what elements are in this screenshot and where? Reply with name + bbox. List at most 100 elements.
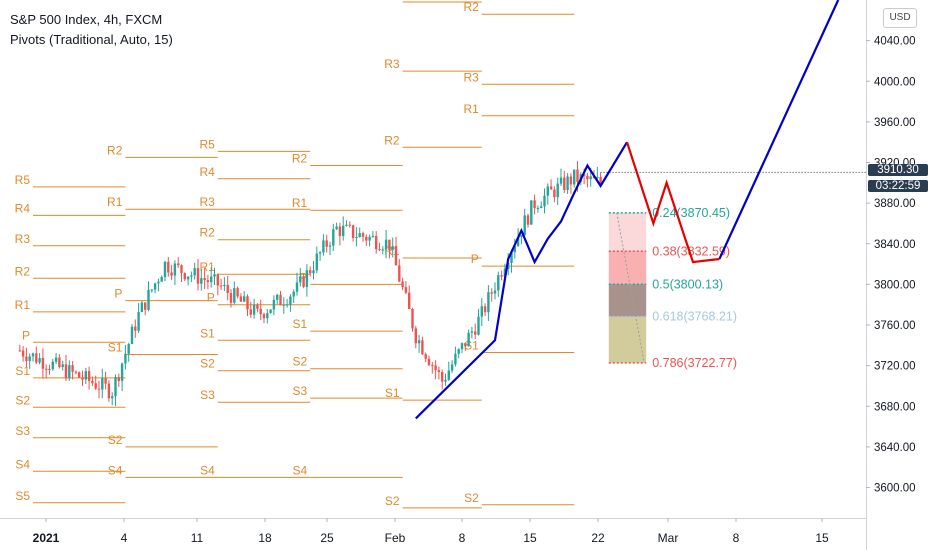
candle-body [210, 276, 213, 283]
candle-body [599, 176, 602, 184]
pivot-label: S2 [464, 491, 479, 505]
candle-body [233, 288, 236, 303]
candle-body [536, 207, 540, 209]
candle-body [573, 169, 576, 185]
symbol-title: S&P 500 Index, 4h, FXCM [10, 12, 163, 27]
candle-body [441, 372, 444, 382]
pivot-label: S4 [15, 457, 30, 471]
candle-body [130, 326, 134, 344]
candle-body [493, 290, 497, 294]
candle-body [582, 174, 586, 176]
pivot-label: S1 [293, 317, 308, 331]
x-tick-label: 2021 [33, 531, 60, 545]
candle-body [94, 383, 97, 389]
x-tick-label: 22 [591, 531, 605, 545]
candle-body [78, 372, 81, 378]
candle-body [153, 283, 157, 290]
candle-body [219, 285, 223, 287]
candle-body [408, 292, 411, 310]
candle-body [497, 275, 500, 291]
fib-level-label: 0.5(3800.13) [652, 277, 723, 291]
candle-body [411, 309, 414, 329]
y-tick-label: 3680.00 [874, 401, 916, 413]
pivot-label: R4 [15, 201, 31, 215]
candle-body [243, 296, 246, 302]
candle-body [54, 357, 58, 362]
candle-body [299, 276, 302, 283]
candle-body [229, 293, 233, 303]
currency-button[interactable]: USD [883, 8, 917, 28]
candle-body [276, 294, 279, 300]
y-tick-label: 3640.00 [874, 442, 916, 454]
pivot-label: S2 [385, 494, 400, 508]
candle-body [226, 284, 229, 294]
pivot-label: R2 [199, 226, 215, 240]
candle-body [328, 245, 332, 247]
candle-body [97, 388, 101, 390]
candle-body [332, 229, 335, 246]
pivot-label: S4 [108, 463, 123, 477]
candle-body [147, 289, 150, 310]
candle-body [167, 261, 170, 273]
candle-body [467, 332, 470, 347]
candle-body [173, 263, 177, 276]
candle-body [144, 302, 147, 310]
fib-level-label: 0.786(3722.77) [652, 356, 737, 370]
candle-body [28, 356, 31, 362]
candle-body [21, 350, 25, 357]
candle-body [25, 356, 28, 362]
pivot-label: R5 [15, 173, 31, 187]
y-tick-label: 3800.00 [874, 279, 916, 291]
candle-body [35, 353, 38, 363]
y-tick-label: 3720.00 [874, 361, 916, 373]
candle-body [510, 252, 513, 263]
candle-body [31, 353, 35, 357]
candle-body [474, 331, 477, 335]
candle-body [309, 270, 312, 274]
x-tick-label: 11 [191, 531, 204, 545]
candle-body [292, 291, 295, 297]
pivot-label: S3 [15, 424, 30, 438]
candle-body [576, 169, 579, 182]
candle-body [490, 292, 493, 294]
candle-body [424, 354, 427, 359]
projection-up-path [718, 0, 840, 260]
pivot-label: S1 [385, 386, 400, 400]
projection-down-path [625, 141, 720, 264]
bar-countdown: 03:22:59 [868, 180, 928, 193]
candle-body [279, 294, 282, 306]
candle-body [325, 240, 328, 247]
last-price-tag: 3910.30 [868, 164, 928, 177]
candle-body [338, 226, 342, 237]
candle-body [589, 176, 592, 180]
y-tick-label: 3880.00 [874, 198, 916, 210]
candle-body [177, 263, 180, 266]
pivot-label: R2 [15, 264, 31, 278]
fib-level-label: 0.24(3870.45) [652, 206, 730, 220]
candle-body [285, 304, 289, 306]
x-tick-label: 8 [459, 531, 466, 545]
candle-body [368, 236, 371, 241]
candle-body [404, 287, 408, 293]
candle-body [596, 176, 599, 179]
candle-body [193, 268, 196, 276]
candle-body [358, 233, 361, 238]
y-tick-label: 3600.00 [874, 483, 916, 495]
pivot-label: R4 [384, 0, 400, 2]
fib-zone [608, 251, 647, 285]
pivot-label: R1 [463, 102, 479, 116]
fib-level-label: 0.618(3768.21) [652, 310, 737, 324]
candle-body [355, 237, 358, 239]
candle-body [559, 177, 563, 184]
candle-body [444, 379, 447, 382]
candle-body [120, 363, 124, 382]
y-tick-label: 3840.00 [874, 239, 916, 251]
pivot-label: S2 [200, 357, 215, 371]
candle-body [483, 306, 487, 313]
candle-body [348, 224, 351, 226]
x-tick-label: 15 [523, 531, 537, 545]
candle-body [117, 377, 120, 382]
candle-body [71, 365, 74, 372]
